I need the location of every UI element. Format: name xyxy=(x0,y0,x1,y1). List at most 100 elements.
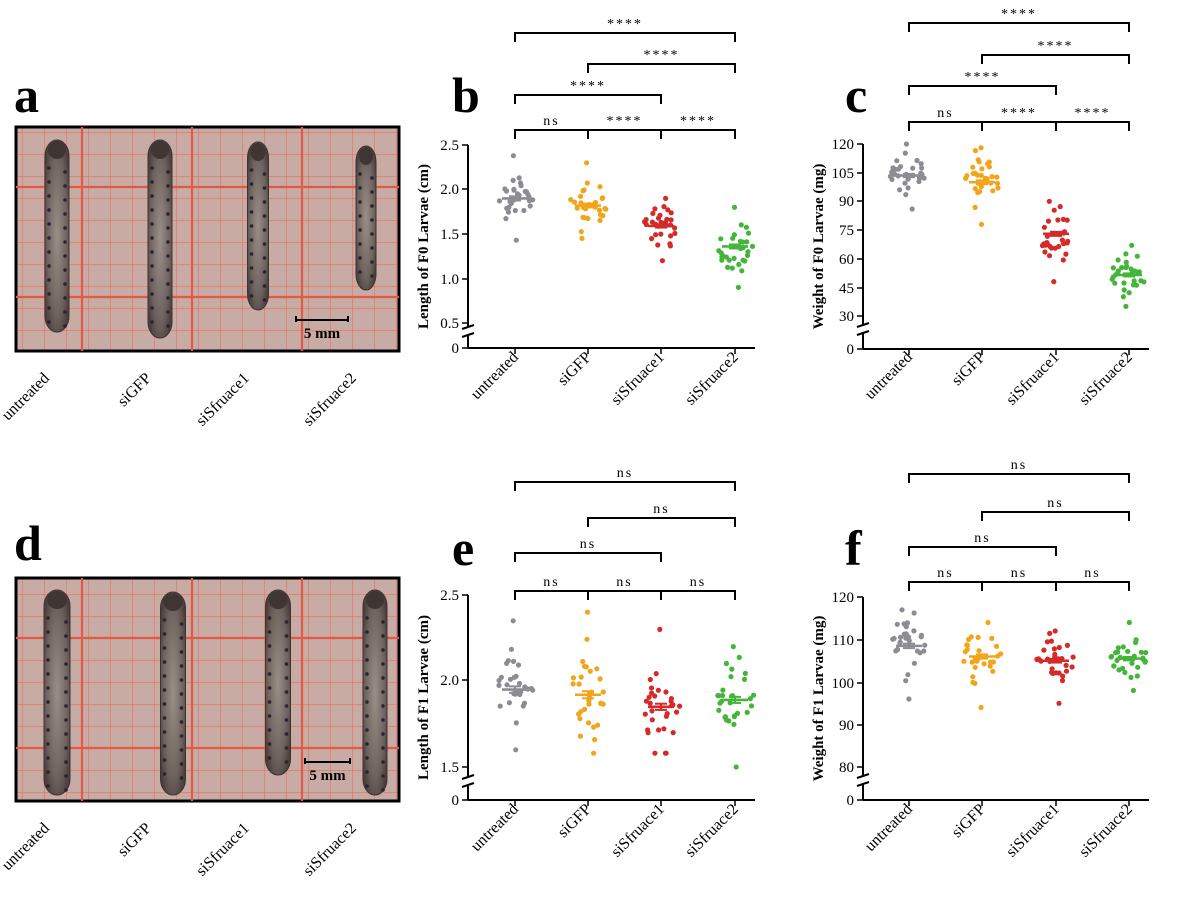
data-point xyxy=(510,153,516,159)
larva-spot xyxy=(358,200,362,204)
larva-spot xyxy=(179,678,184,682)
larva-spot xyxy=(284,704,289,708)
data-point xyxy=(658,231,664,237)
data-point xyxy=(1041,647,1047,653)
significance-label: ns xyxy=(937,566,953,581)
data-point xyxy=(1063,668,1070,674)
larva-spot xyxy=(262,228,267,232)
data-point xyxy=(717,700,723,706)
data-point xyxy=(1124,263,1130,269)
axis-break-mark xyxy=(461,774,475,780)
significance-bracket xyxy=(908,121,983,131)
larva-spot xyxy=(370,218,374,222)
larva-spot xyxy=(64,746,68,750)
y-tick-label: 2.0 xyxy=(440,182,459,198)
larva-body xyxy=(362,589,388,796)
data-point xyxy=(570,675,577,681)
significance-bracket xyxy=(514,129,589,139)
x-tick-label-siGFP: siGFP xyxy=(949,349,989,389)
larva-spot xyxy=(166,240,170,244)
data-point xyxy=(905,672,911,678)
data-point xyxy=(585,215,591,222)
data-point xyxy=(664,216,670,222)
data-point xyxy=(652,750,658,756)
larva-image xyxy=(43,589,71,796)
y-axis-label: Weight of F1 Larvae (mg) xyxy=(811,616,827,782)
larva-body xyxy=(265,589,291,776)
data-point xyxy=(655,687,662,693)
data-point xyxy=(1119,265,1125,271)
data-point xyxy=(747,696,754,702)
data-point xyxy=(646,694,652,700)
data-point xyxy=(894,621,900,627)
data-point xyxy=(642,711,648,717)
data-point xyxy=(496,682,502,689)
data-point xyxy=(978,172,984,178)
data-point xyxy=(510,618,516,624)
larva-spot xyxy=(47,278,51,282)
data-point xyxy=(1134,673,1140,679)
data-point xyxy=(1126,619,1132,626)
data-point xyxy=(1135,664,1141,670)
larva-spot xyxy=(179,776,184,780)
larva-spot xyxy=(166,198,170,202)
data-point xyxy=(586,720,592,726)
larva-spot xyxy=(64,676,68,680)
significance-bracket xyxy=(1055,581,1130,591)
data-point xyxy=(1070,654,1076,660)
data-point xyxy=(1046,198,1052,204)
larva-spot xyxy=(162,730,167,734)
data-point xyxy=(574,205,580,211)
data-point xyxy=(595,722,601,728)
larva-head xyxy=(163,593,183,611)
data-point xyxy=(578,229,584,235)
data-point xyxy=(1041,241,1047,247)
larva-image xyxy=(355,145,377,291)
larva-spot xyxy=(162,744,167,748)
data-point xyxy=(513,747,519,753)
larva-body xyxy=(44,139,70,333)
larva-spot xyxy=(150,306,154,310)
larva-body xyxy=(43,589,71,796)
y-tick-label: 100 xyxy=(832,676,855,692)
x-tick-label-siSfruace2: siSfruace2 xyxy=(1076,801,1136,861)
data-point xyxy=(978,704,984,711)
larva-image xyxy=(160,591,186,796)
data-point xyxy=(716,693,722,699)
larva-spot xyxy=(249,224,254,228)
significance-label: **** xyxy=(965,70,1001,85)
data-point xyxy=(970,164,976,170)
data-point xyxy=(653,671,659,677)
panel-letter-e: e xyxy=(452,520,474,576)
significance-bracket xyxy=(587,129,662,139)
y-tick-label: 0 xyxy=(452,341,460,357)
larva-spot xyxy=(358,270,362,274)
data-point xyxy=(516,680,523,687)
significance-label: ns xyxy=(616,575,632,590)
data-point xyxy=(503,188,510,194)
larva-spot xyxy=(47,264,51,268)
scale-bar-label: 5 mm xyxy=(309,768,346,784)
data-point xyxy=(899,607,905,613)
data-point xyxy=(730,644,736,650)
data-point xyxy=(517,180,524,186)
data-point xyxy=(657,212,663,218)
larva-spot xyxy=(381,620,385,624)
data-point xyxy=(893,648,899,654)
data-point xyxy=(1121,287,1127,293)
data-point xyxy=(921,175,927,181)
larva-spot xyxy=(46,728,50,732)
data-point xyxy=(1120,665,1126,671)
y-tick-label: 2.0 xyxy=(440,673,459,689)
larva-spot xyxy=(64,718,68,722)
data-point xyxy=(645,730,651,736)
data-point xyxy=(914,157,920,164)
significance-label: ns xyxy=(543,114,559,129)
data-point xyxy=(571,199,578,205)
data-point xyxy=(598,700,604,707)
significance-bracket xyxy=(908,22,1130,32)
data-point xyxy=(968,634,974,640)
data-point xyxy=(722,714,729,720)
data-point xyxy=(1130,282,1136,288)
data-point xyxy=(742,670,748,677)
